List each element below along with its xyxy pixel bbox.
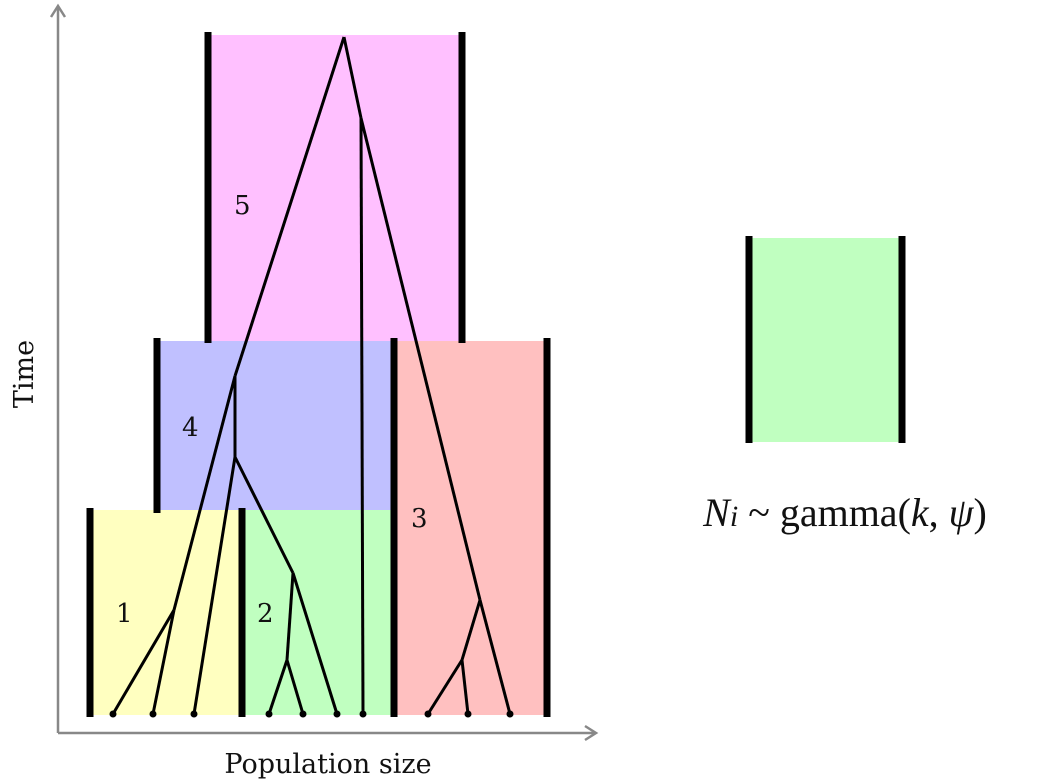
branch	[151, 609, 176, 715]
branch	[359, 117, 365, 715]
formula-tilde: ~	[738, 490, 780, 535]
formula-arg-scale: ψ	[949, 490, 975, 535]
population-label-1: 1	[116, 599, 133, 629]
population-label-3: 3	[411, 504, 428, 534]
formula-variable: N	[702, 490, 732, 535]
population-label-4: 4	[182, 413, 199, 443]
population-bars	[86, 32, 551, 717]
y-axis-arrowhead	[49, 3, 67, 18]
leaf-tips	[109, 710, 514, 718]
branch	[172, 375, 237, 611]
branch	[291, 572, 339, 715]
population-2-box	[241, 510, 393, 715]
branch	[233, 36, 346, 377]
leaf-tip	[333, 710, 341, 718]
axes	[49, 3, 599, 742]
leaf-tip	[149, 710, 157, 718]
formula-subscript: i	[730, 500, 738, 533]
prior-population-box	[749, 238, 902, 442]
formula-close-paren: )	[974, 490, 987, 535]
branch	[460, 599, 482, 661]
leaf-tip	[506, 710, 514, 718]
y-axis-title: Time	[9, 340, 40, 408]
population-4-box	[157, 341, 393, 510]
branch	[285, 572, 295, 661]
gene-tree	[111, 36, 512, 715]
branch	[359, 117, 482, 601]
x-axis-title: Population size	[224, 749, 431, 780]
leaf-tip	[190, 710, 198, 718]
population-3-box	[393, 341, 547, 715]
formula-arg-shape: k	[911, 490, 930, 535]
leaf-tip	[109, 710, 117, 718]
branch	[111, 609, 176, 715]
leaf-tip	[359, 710, 367, 718]
prior-formula: Ni ~ gamma(k, ψ)	[702, 490, 987, 535]
leaf-tip	[464, 710, 472, 718]
leaf-tip	[424, 710, 432, 718]
leaf-tip	[265, 710, 273, 718]
branch	[478, 599, 512, 715]
branch	[285, 659, 305, 715]
population-1-box	[89, 510, 241, 715]
branch	[267, 659, 289, 715]
population-label-2: 2	[257, 599, 274, 629]
leaf-tip	[299, 710, 307, 718]
population-5-box	[207, 35, 462, 341]
x-axis-arrowhead	[584, 724, 599, 742]
branch	[342, 36, 363, 119]
population-label-5: 5	[234, 191, 251, 221]
formula-comma: ,	[929, 490, 949, 535]
formula-function: gamma(	[780, 490, 911, 535]
branch	[233, 456, 295, 574]
branch	[460, 659, 470, 715]
branch	[426, 659, 464, 715]
branch	[192, 456, 237, 715]
